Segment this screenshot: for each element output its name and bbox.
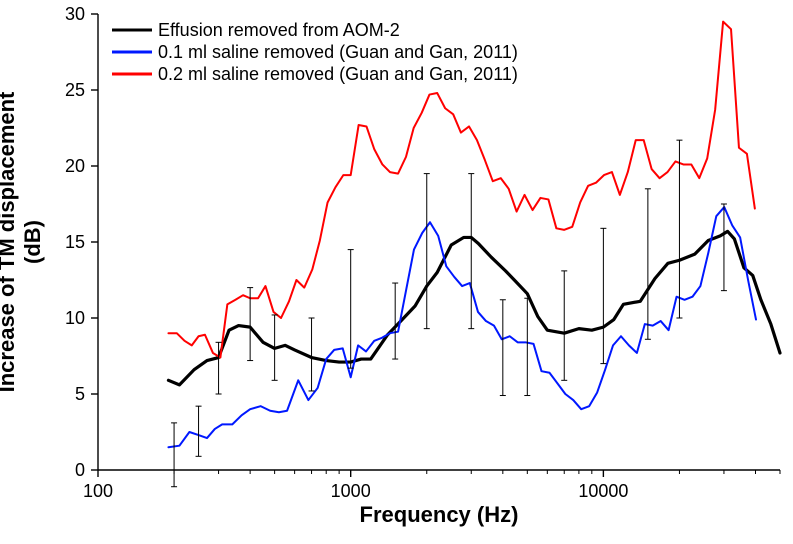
- chart-svg: 0 5 10 15 20 25 30 100 1000 10000 Frequency (Hz) In…: [0, 0, 793, 544]
- y-tick-label: 0: [75, 460, 85, 480]
- x-axis-label: Frequency (Hz): [360, 502, 519, 527]
- x-tick-label: 10000: [578, 481, 628, 501]
- chart-container: 0 5 10 15 20 25 30 100 1000 10000 Frequency (Hz) In…: [0, 0, 793, 544]
- series-line: [168, 207, 756, 447]
- series-line: [168, 231, 780, 385]
- legend-label: 0.2 ml saline removed (Guan and Gan, 201…: [158, 64, 518, 84]
- x-tick-label: 100: [83, 481, 113, 501]
- legend-label: 0.1 ml saline removed (Guan and Gan, 201…: [158, 42, 518, 62]
- x-tick-label: 1000: [331, 481, 371, 501]
- y-tick-label: 30: [65, 4, 85, 24]
- legend-label: Effusion removed from AOM-2: [158, 20, 400, 40]
- y-axis-label: Increase of TM displacement(dB): [0, 91, 45, 392]
- y-tick-label: 20: [65, 156, 85, 176]
- y-tick-label: 10: [65, 308, 85, 328]
- y-tick-label: 5: [75, 384, 85, 404]
- y-tick-label: 25: [65, 80, 85, 100]
- y-tick-label: 15: [65, 232, 85, 252]
